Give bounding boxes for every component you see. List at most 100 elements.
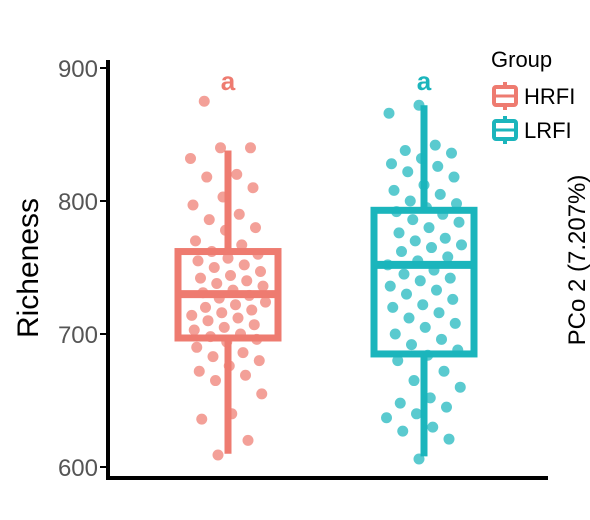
data-point [256, 388, 268, 400]
data-point [393, 227, 405, 239]
data-point [394, 397, 406, 409]
y-axis-label: Richeness [12, 198, 45, 338]
y-tick-label: 900 [58, 56, 98, 83]
data-point [192, 255, 204, 267]
data-point [381, 412, 392, 424]
legend-item-hrfi: HRFI [492, 82, 575, 110]
legend-item-lrfi: LRFI [492, 116, 572, 144]
data-point [227, 284, 239, 296]
data-point [402, 166, 414, 178]
data-point [408, 375, 420, 387]
data-point [210, 375, 221, 387]
data-point [418, 179, 430, 191]
data-point [417, 299, 429, 311]
data-point [427, 421, 439, 433]
data-point [225, 269, 236, 281]
group-lrfi: a [370, 66, 478, 465]
data-point [221, 336, 233, 348]
data-point [397, 425, 409, 437]
data-point [212, 449, 224, 461]
data-point [439, 232, 451, 244]
data-point [406, 339, 417, 351]
data-point [452, 344, 464, 356]
data-point [409, 235, 421, 247]
data-point [426, 242, 437, 254]
data-point [382, 259, 394, 271]
data-point [197, 287, 209, 299]
data-point [454, 381, 466, 393]
data-point [424, 392, 436, 404]
data-point [207, 351, 219, 363]
data-point [187, 199, 199, 211]
legend-label: HRFI [524, 84, 575, 109]
data-point [438, 365, 450, 377]
data-point [220, 224, 231, 236]
data-point [250, 222, 261, 234]
data-point [236, 239, 248, 251]
data-point [222, 252, 234, 264]
data-point [446, 147, 457, 159]
data-point [218, 321, 230, 333]
significance-label: a [417, 66, 432, 96]
data-point [404, 195, 416, 207]
data-point [392, 355, 404, 367]
legend-items: HRFI LRFI [492, 82, 575, 144]
data-point [215, 142, 226, 154]
data-point [240, 369, 251, 381]
data-point [237, 347, 249, 359]
y-axis-ticks: 600 700 800 900 [58, 56, 108, 482]
data-point [206, 246, 218, 258]
legend: Group HRFI LRFI [491, 47, 575, 144]
data-point [429, 139, 441, 151]
data-point [431, 284, 442, 296]
data-point [230, 299, 241, 311]
data-point [441, 401, 452, 413]
data-point [436, 333, 447, 345]
data-point [223, 360, 235, 372]
data-point [407, 214, 419, 226]
data-point [208, 262, 220, 273]
data-point [255, 265, 266, 277]
data-point [198, 95, 210, 107]
data-point [241, 275, 253, 287]
data-point [252, 248, 264, 260]
data-point [217, 191, 229, 203]
data-point [403, 312, 415, 324]
data-point [213, 292, 225, 304]
data-point [448, 171, 460, 183]
data-point [195, 272, 206, 284]
data-point [246, 304, 258, 316]
data-point [384, 280, 396, 292]
data-point [419, 321, 431, 333]
data-point [251, 333, 263, 345]
data-point [235, 328, 246, 340]
data-point [413, 99, 425, 111]
data-point [248, 319, 260, 331]
data-point [396, 246, 407, 258]
data-point [437, 208, 449, 220]
data-point [432, 160, 444, 172]
data-point [401, 288, 412, 300]
data-point [386, 158, 397, 170]
data-point [238, 259, 250, 271]
data-point [203, 214, 215, 226]
data-point [412, 255, 424, 267]
data-point [433, 307, 445, 319]
data-point [205, 331, 216, 343]
significance-label: a [221, 66, 236, 96]
y-tick-label: 700 [58, 322, 98, 349]
data-point [442, 251, 454, 263]
data-point [253, 355, 265, 367]
data-point [193, 365, 205, 377]
data-point [231, 168, 243, 180]
data-point [186, 309, 198, 321]
data-point [399, 144, 411, 156]
data-point [413, 453, 425, 465]
data-point [423, 222, 435, 234]
y-tick-label: 800 [58, 189, 98, 216]
data-point [388, 184, 400, 196]
data-point [444, 272, 456, 284]
data-point [185, 152, 196, 164]
